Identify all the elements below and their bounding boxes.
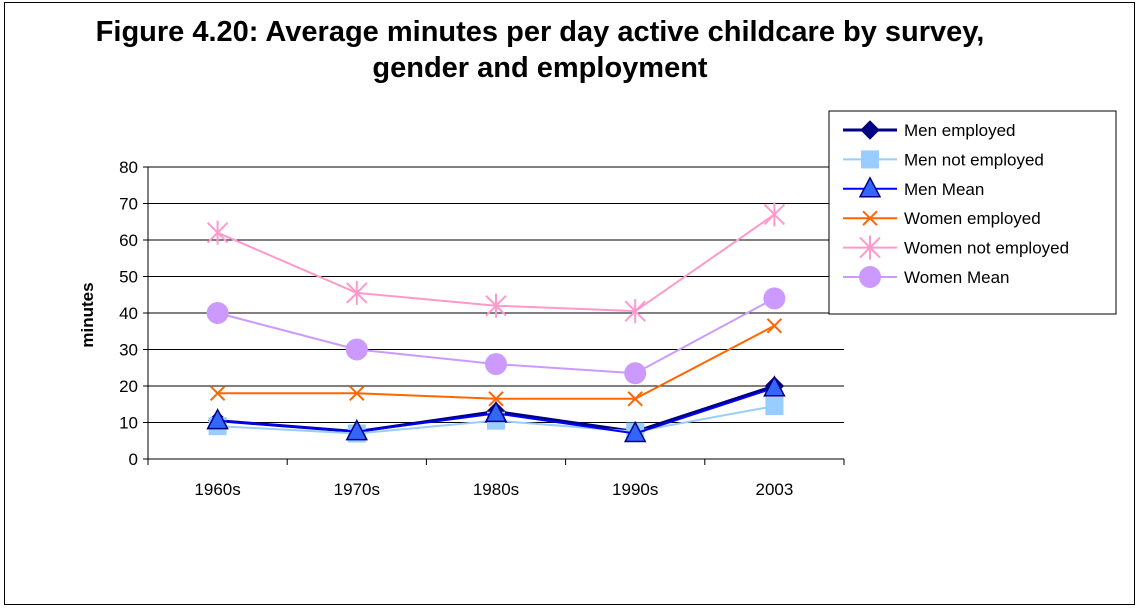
x-tick-labels: 1960s 1970s 1980s 1990s 2003 <box>194 480 793 499</box>
x-tick-label: 2003 <box>755 480 793 499</box>
marker-circle <box>345 338 368 361</box>
series-men-mean <box>206 375 786 443</box>
marker-circle <box>763 287 786 310</box>
y-tick-label: 40 <box>119 304 138 323</box>
legend-item: Men not employed <box>843 150 1044 169</box>
y-axis-label: minutes <box>78 282 97 347</box>
marker-square <box>861 150 879 169</box>
marker-star <box>485 293 507 318</box>
marker-circle <box>624 362 647 385</box>
series-women-mean <box>206 287 786 385</box>
marker-triangle <box>763 375 786 397</box>
marker-x <box>766 318 783 334</box>
axes <box>143 166 845 465</box>
legend: Men employed Men not employed Men Mean Wome… <box>828 110 1117 315</box>
legend-label: Men not employed <box>904 150 1044 169</box>
x-tick-label: 1980s <box>473 480 519 499</box>
y-tick-label: 30 <box>119 341 138 360</box>
marker-x <box>862 210 878 226</box>
marker-triangle <box>858 176 882 198</box>
series-women-employed <box>209 318 783 407</box>
y-tick-label: 20 <box>119 377 138 396</box>
marker-triangle <box>484 400 508 423</box>
series-group <box>206 202 786 443</box>
y-tick-label: 50 <box>119 268 138 287</box>
marker-star <box>206 220 229 245</box>
y-tick-label: 80 <box>119 158 138 177</box>
marker-star <box>346 280 368 305</box>
legend-label: Women not employed <box>904 239 1069 258</box>
marker-circle <box>485 353 507 376</box>
marker-circle <box>859 266 881 288</box>
x-tick-label: 1990s <box>612 480 658 499</box>
legend-item: Women Mean <box>843 266 1010 288</box>
legend-item: Men Mean <box>843 176 984 199</box>
marker-diamond <box>860 120 880 140</box>
marker-star <box>624 299 646 324</box>
marker-x <box>349 385 365 402</box>
x-tick-label: 1960s <box>194 480 240 499</box>
legend-label: Women employed <box>904 209 1041 228</box>
marker-square <box>765 397 784 416</box>
marker-x <box>627 391 643 407</box>
legend-label: Men employed <box>904 121 1016 140</box>
marker-triangle <box>345 419 369 441</box>
legend-label: Men Mean <box>904 180 984 199</box>
y-tick-label: 70 <box>119 195 138 214</box>
marker-x <box>488 391 504 407</box>
marker-triangle <box>206 408 229 430</box>
chart-title: Figure 4.20: Average minutes per day act… <box>95 16 985 84</box>
series-women-not-employed <box>206 202 786 324</box>
legend-item: Men employed <box>843 120 1016 140</box>
y-tick-label: 10 <box>119 414 138 433</box>
marker-triangle <box>623 420 647 443</box>
marker-circle <box>206 302 229 324</box>
marker-star <box>763 202 786 227</box>
marker-star <box>859 235 881 260</box>
legend-item: Women employed <box>843 209 1041 228</box>
legend-label: Women Mean <box>904 268 1010 287</box>
y-tick-label: 0 <box>129 450 138 469</box>
marker-x <box>209 385 226 402</box>
x-tick-label: 1970s <box>334 480 380 499</box>
legend-item: Women not employed <box>843 235 1069 260</box>
y-tick-labels: 0 10 20 30 40 50 60 70 80 <box>119 158 138 469</box>
y-tick-label: 60 <box>119 231 138 250</box>
